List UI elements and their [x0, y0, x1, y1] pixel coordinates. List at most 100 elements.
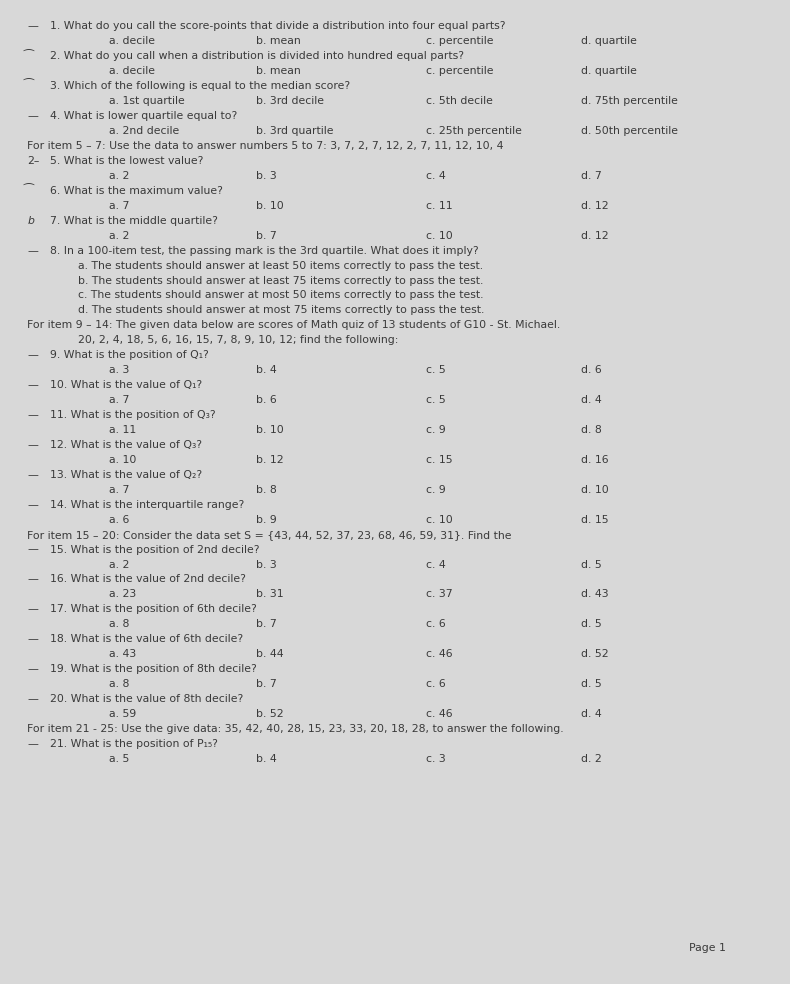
Text: d. 7: d. 7	[581, 171, 601, 181]
Text: b. The students should answer at least 75 items correctly to pass the test.: b. The students should answer at least 7…	[77, 276, 483, 285]
Text: c. 3: c. 3	[426, 754, 446, 764]
Text: a. 10: a. 10	[108, 455, 136, 464]
Text: d. 5: d. 5	[581, 560, 601, 570]
Text: 18. What is the value of 6th decile?: 18. What is the value of 6th decile?	[51, 635, 243, 645]
Text: ⁀: ⁀	[24, 82, 33, 94]
Text: c. 5th decile: c. 5th decile	[426, 96, 493, 106]
Text: d. The students should answer at most 75 items correctly to pass the test.: d. The students should answer at most 75…	[77, 305, 484, 316]
Text: b. mean: b. mean	[256, 36, 300, 46]
Text: c. 6: c. 6	[426, 679, 446, 689]
Text: b. 7: b. 7	[256, 619, 276, 630]
Text: d. 5: d. 5	[581, 619, 601, 630]
Text: —: —	[27, 604, 38, 614]
Text: For item 21 - 25: Use the give data: 35, 42, 40, 28, 15, 23, 33, 20, 18, 28, to : For item 21 - 25: Use the give data: 35,…	[27, 724, 564, 734]
Text: ⁀: ⁀	[24, 51, 33, 64]
Text: b. 3rd decile: b. 3rd decile	[256, 96, 324, 106]
Text: d. 5: d. 5	[581, 679, 601, 689]
Text: —: —	[27, 22, 38, 31]
Text: a. 23: a. 23	[108, 589, 136, 599]
Text: c. 9: c. 9	[426, 485, 446, 495]
Text: —: —	[27, 635, 38, 645]
Text: a. 5: a. 5	[108, 754, 129, 764]
Text: 4. What is lower quartile equal to?: 4. What is lower quartile equal to?	[51, 111, 238, 121]
Text: b. 7: b. 7	[256, 230, 276, 241]
Text: d. 2: d. 2	[581, 754, 601, 764]
Text: 3. Which of the following is equal to the median score?: 3. Which of the following is equal to th…	[51, 82, 351, 92]
Text: c. 25th percentile: c. 25th percentile	[426, 126, 522, 136]
Text: d. 75th percentile: d. 75th percentile	[581, 96, 678, 106]
Text: b. 4: b. 4	[256, 754, 276, 764]
Text: a. 2: a. 2	[108, 560, 129, 570]
Text: 9. What is the position of Q₁?: 9. What is the position of Q₁?	[51, 350, 209, 360]
Text: d. 8: d. 8	[581, 425, 601, 435]
Text: a. 2: a. 2	[108, 230, 129, 241]
Text: 2. What do you call when a distribution is divided into hundred equal parts?: 2. What do you call when a distribution …	[51, 51, 465, 61]
Text: b. 3rd quartile: b. 3rd quartile	[256, 126, 333, 136]
Text: a. 6: a. 6	[108, 515, 129, 524]
Text: c. 15: c. 15	[426, 455, 453, 464]
Text: b. 10: b. 10	[256, 425, 284, 435]
Text: 16. What is the value of 2nd decile?: 16. What is the value of 2nd decile?	[51, 575, 246, 584]
Text: d. 15: d. 15	[581, 515, 608, 524]
Text: —: —	[27, 246, 38, 256]
Text: d. quartile: d. quartile	[581, 36, 637, 46]
Text: c. 5: c. 5	[426, 365, 446, 375]
Text: —: —	[27, 544, 38, 555]
Text: a. 11: a. 11	[108, 425, 136, 435]
Text: 17. What is the position of 6th decile?: 17. What is the position of 6th decile?	[51, 604, 258, 614]
Text: 19. What is the position of 8th decile?: 19. What is the position of 8th decile?	[51, 664, 258, 674]
Text: —: —	[27, 694, 38, 704]
Text: c. The students should answer at most 50 items correctly to pass the test.: c. The students should answer at most 50…	[77, 290, 483, 300]
Text: c. 11: c. 11	[426, 201, 453, 211]
Text: d. quartile: d. quartile	[581, 66, 637, 76]
Text: d. 16: d. 16	[581, 455, 608, 464]
Text: 14. What is the interquartile range?: 14. What is the interquartile range?	[51, 500, 245, 510]
Text: c. 46: c. 46	[426, 649, 453, 659]
Text: 7. What is the middle quartile?: 7. What is the middle quartile?	[51, 215, 218, 225]
Text: b. 44: b. 44	[256, 649, 284, 659]
Text: 20. What is the value of 8th decile?: 20. What is the value of 8th decile?	[51, 694, 244, 704]
Text: a. 7: a. 7	[108, 396, 129, 405]
Text: d. 12: d. 12	[581, 230, 608, 241]
Text: b. 10: b. 10	[256, 201, 284, 211]
Text: c. 37: c. 37	[426, 589, 453, 599]
Text: c. 6: c. 6	[426, 619, 446, 630]
Text: a. 1st quartile: a. 1st quartile	[108, 96, 184, 106]
Text: a. 8: a. 8	[108, 619, 129, 630]
Text: —: —	[27, 350, 38, 360]
Text: d. 4: d. 4	[581, 396, 601, 405]
Text: For item 9 – 14: The given data below are scores of Math quiz of 13 students of : For item 9 – 14: The given data below ar…	[27, 321, 561, 331]
Text: a. 43: a. 43	[108, 649, 136, 659]
Text: —: —	[27, 111, 38, 121]
Text: c. 4: c. 4	[426, 171, 446, 181]
Text: —: —	[27, 380, 38, 390]
Text: ⁀: ⁀	[24, 186, 33, 199]
Text: c. 46: c. 46	[426, 708, 453, 719]
Text: d. 52: d. 52	[581, 649, 608, 659]
Text: c. 9: c. 9	[426, 425, 446, 435]
Text: b. 4: b. 4	[256, 365, 276, 375]
Text: 1. What do you call the score-points that divide a distribution into four equal : 1. What do you call the score-points tha…	[51, 22, 506, 31]
Text: c. 5: c. 5	[426, 396, 446, 405]
Text: 10. What is the value of Q₁?: 10. What is the value of Q₁?	[51, 380, 202, 390]
Text: a. 2: a. 2	[108, 171, 129, 181]
Text: Page 1: Page 1	[689, 943, 726, 953]
Text: 5. What is the lowest value?: 5. What is the lowest value?	[51, 155, 204, 166]
Text: b. 8: b. 8	[256, 485, 276, 495]
Text: b. 31: b. 31	[256, 589, 284, 599]
Text: a. 7: a. 7	[108, 201, 129, 211]
Text: a. The students should answer at least 50 items correctly to pass the test.: a. The students should answer at least 5…	[77, 261, 483, 271]
Text: b. 7: b. 7	[256, 679, 276, 689]
Text: —: —	[27, 739, 38, 749]
Text: b: b	[27, 215, 34, 225]
Text: —: —	[27, 500, 38, 510]
Text: 8. In a 100-item test, the passing mark is the 3rd quartile. What does it imply?: 8. In a 100-item test, the passing mark …	[51, 246, 479, 256]
Text: b. 3: b. 3	[256, 560, 276, 570]
Text: d. 10: d. 10	[581, 485, 608, 495]
Text: b. 6: b. 6	[256, 396, 276, 405]
Text: —: —	[27, 410, 38, 420]
Text: a. 8: a. 8	[108, 679, 129, 689]
Text: a. decile: a. decile	[108, 66, 155, 76]
Text: —: —	[27, 664, 38, 674]
Text: 11. What is the position of Q₃?: 11. What is the position of Q₃?	[51, 410, 216, 420]
